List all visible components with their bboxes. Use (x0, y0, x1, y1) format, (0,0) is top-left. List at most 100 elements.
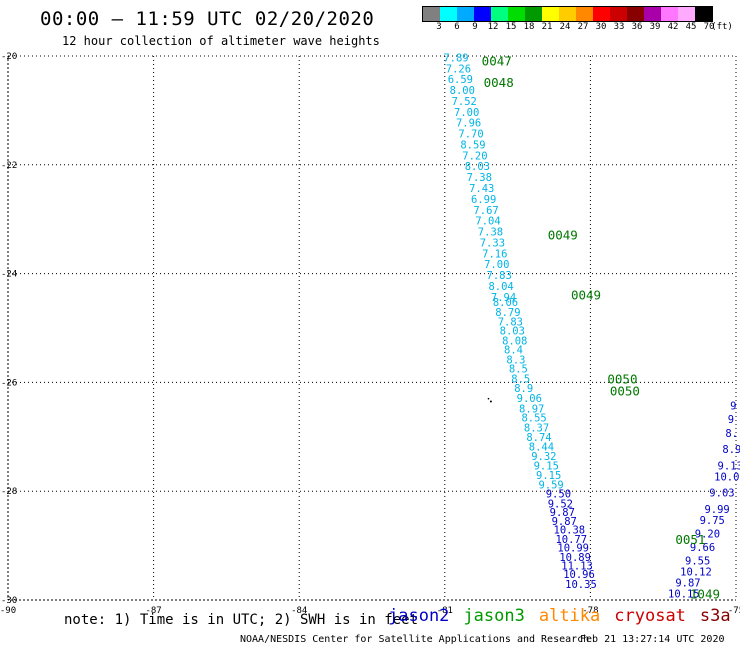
satellite-legend-item: altika (538, 606, 601, 626)
wave-height-value: 9.50 (546, 489, 571, 501)
wave-height-value: 10.15 (668, 588, 700, 600)
wave-height-value: 9.87 (552, 516, 577, 528)
wave-height-value: 7.26 (446, 63, 471, 75)
longitude-tick-label: -90 (0, 606, 16, 616)
wave-height-value: 10.12 (680, 567, 712, 579)
satellite-legend-item: jason3 (463, 606, 525, 626)
wave-height-value: 8.37 (524, 422, 549, 434)
wave-height-value: 8.5 (511, 373, 530, 385)
wave-height-value: 7.04 (475, 216, 500, 228)
pass-cycle-label: 1049 (690, 587, 720, 602)
latitude-tick-label: -26 (1, 378, 17, 388)
scale-swatch (661, 7, 678, 21)
wave-height-value: 8.03 (465, 161, 490, 173)
scale-unit-label: (ft) (711, 22, 733, 32)
wave-height-value: 7.20 (462, 150, 487, 162)
wave-height-value: 8.79 (495, 307, 520, 319)
scale-swatch (593, 7, 610, 21)
latitude-tick-label: -30 (1, 596, 17, 606)
scale-label: 24 (559, 22, 571, 32)
latitude-tick-label: -24 (1, 270, 17, 280)
wave-height-value: 8.59 (460, 139, 485, 151)
scale-label: 3 (436, 22, 442, 32)
wave-height-value: 9.87 (550, 507, 575, 519)
scale-swatch (457, 7, 474, 21)
wave-height-color-scale (422, 6, 713, 22)
footer-note: note: 1) Time is in UTC; 2) SWH is in fe… (64, 612, 419, 628)
wave-height-value: 9.87 (675, 577, 700, 589)
latitude-tick-label: -22 (1, 161, 17, 171)
satellite-legend-item: cryosat (614, 606, 686, 626)
wave-height-value: 8.4 (504, 345, 523, 357)
wave-height-value: 9.13 (718, 460, 740, 472)
wave-height-value: 10.99 (557, 543, 589, 555)
page-title: 00:00 – 11:59 UTC 02/20/2020 (40, 8, 375, 30)
wave-height-value: 8.5 (509, 364, 528, 376)
wave-height-value: 8.44 (529, 441, 554, 453)
scale-swatch (678, 7, 695, 21)
wave-height-value: 6.59 (448, 74, 473, 86)
pass-cycle-label: 0047 (482, 53, 512, 68)
wave-height-value: 7.94 (491, 292, 516, 304)
scale-label: 33 (613, 22, 625, 32)
axis-labels: -90 -87 -84 -81 -78 -75 -20 -22 -24 -26 -28 -30 (0, 52, 740, 616)
scale-swatch (423, 7, 440, 21)
pass-cycle-label: 0049 (548, 228, 578, 243)
wave-height-value: 8.08 (502, 335, 527, 347)
wave-height-value: 8.03 (500, 326, 525, 338)
wave-height-value: 7.67 (473, 205, 498, 217)
pass-cycle-label: 0051 (675, 532, 705, 547)
wave-height-value: 8.04 (488, 281, 513, 293)
satellite-legend: jason2 jason3 altika cryosat s3a (388, 606, 731, 626)
scale-swatch (627, 7, 644, 21)
pass-cycle-label: 0050 (607, 372, 637, 387)
wave-height-value: 8.00 (450, 85, 475, 97)
map-grid (7, 55, 737, 601)
wave-height-value: 8.3 (506, 354, 525, 366)
scale-label: 70 (703, 22, 715, 32)
scale-swatch (576, 7, 593, 21)
scale-swatch (542, 7, 559, 21)
scale-label: 42 (667, 22, 679, 32)
wave-height-value: 7.96 (456, 118, 481, 130)
wave-height-value: 8.55 (521, 413, 546, 425)
wave-height-value: 9 (730, 401, 736, 413)
wave-height-value: 8.06 (493, 297, 518, 309)
wave-height-value: 10.96 (563, 569, 595, 581)
scale-label: 12 (487, 22, 499, 32)
scale-label: 21 (541, 22, 553, 32)
scale-label: 15 (505, 22, 517, 32)
wave-height-value: 7.33 (480, 237, 505, 249)
wave-height-value: 7.83 (487, 270, 512, 282)
wave-height-value: 7.89 (443, 52, 468, 64)
wave-height-value: 9.52 (548, 499, 573, 511)
map-frame (7, 55, 737, 601)
wave-height-value: 7.38 (467, 172, 492, 184)
wave-height-value: 7.16 (482, 248, 507, 260)
pass-cycle-label: 0050 (610, 384, 640, 399)
color-scale-labels: 3 6 9 12 15 18 21 24 27 30 33 36 39 42 45 70 (ft) (422, 22, 733, 34)
satellite-legend-item: s3a (699, 606, 731, 626)
wave-height-value: 8.9 (514, 383, 533, 395)
wave-height-value: 7.83 (498, 316, 523, 328)
island-marker (489, 400, 492, 403)
wave-height-value: 9.59 (538, 479, 563, 491)
scale-label: 39 (649, 22, 661, 32)
scale-swatch (440, 7, 457, 21)
scale-label: 45 (685, 22, 697, 32)
scale-swatch (559, 7, 576, 21)
wave-height-value: 8.97 (519, 403, 544, 415)
longitude-tick-label: -84 (291, 606, 307, 616)
latitude-tick-label: -20 (1, 52, 17, 62)
wave-height-value: 9.15 (534, 460, 559, 472)
wave-height-value: 7.00 (454, 107, 479, 119)
wave-height-value: 7.70 (458, 129, 483, 141)
wave-height-value: 10.38 (554, 525, 586, 537)
wave-height-value: 8.74 (526, 432, 551, 444)
wave-height-value: 9.03 (709, 488, 734, 500)
longitude-tick-label: -75 (728, 606, 740, 616)
scale-swatch (610, 7, 627, 21)
scale-swatch (644, 7, 661, 21)
generated-timestamp: Feb 21 13:27:14 UTC 2020 (580, 634, 725, 645)
